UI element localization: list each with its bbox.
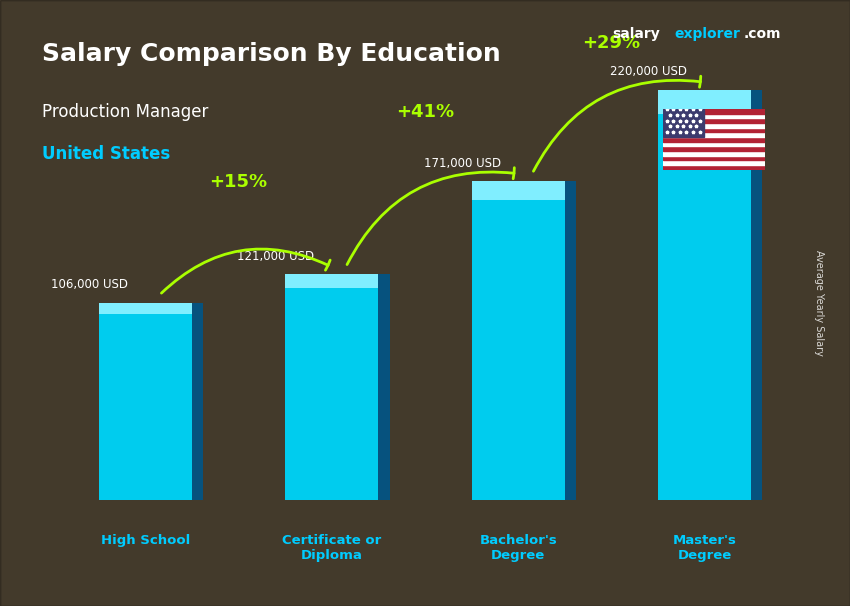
Bar bbox=[658, 90, 751, 501]
Bar bbox=[663, 114, 765, 118]
Text: 220,000 USD: 220,000 USD bbox=[610, 65, 687, 78]
Bar bbox=[663, 128, 765, 132]
Text: Master's
Degree: Master's Degree bbox=[672, 534, 736, 562]
Bar bbox=[663, 161, 765, 165]
Bar bbox=[472, 181, 564, 501]
Text: +29%: +29% bbox=[582, 34, 640, 52]
Text: explorer: explorer bbox=[674, 27, 740, 41]
Bar bbox=[192, 302, 203, 501]
Text: Average Yearly Salary: Average Yearly Salary bbox=[814, 250, 824, 356]
Bar bbox=[663, 156, 765, 161]
Bar bbox=[663, 132, 765, 137]
Bar bbox=[99, 302, 192, 315]
Bar bbox=[286, 275, 378, 288]
Text: 121,000 USD: 121,000 USD bbox=[237, 250, 314, 263]
Bar bbox=[663, 118, 765, 123]
Text: .com: .com bbox=[744, 27, 781, 41]
Bar bbox=[378, 275, 389, 501]
Text: +41%: +41% bbox=[396, 102, 454, 121]
Bar bbox=[663, 109, 765, 114]
Bar bbox=[472, 181, 564, 201]
Text: Salary Comparison By Education: Salary Comparison By Education bbox=[42, 42, 501, 67]
Text: 171,000 USD: 171,000 USD bbox=[423, 157, 501, 170]
Bar bbox=[663, 123, 765, 128]
Bar bbox=[99, 302, 192, 501]
Bar bbox=[663, 137, 765, 142]
Bar bbox=[564, 181, 576, 501]
Text: Certificate or
Diploma: Certificate or Diploma bbox=[282, 534, 382, 562]
Text: 106,000 USD: 106,000 USD bbox=[51, 278, 128, 291]
Bar bbox=[663, 165, 765, 170]
Bar bbox=[751, 90, 762, 501]
Text: High School: High School bbox=[101, 534, 190, 547]
Bar bbox=[658, 90, 751, 115]
Bar bbox=[663, 142, 765, 147]
Text: Bachelor's
Degree: Bachelor's Degree bbox=[479, 534, 557, 562]
Text: United States: United States bbox=[42, 145, 171, 164]
Bar bbox=[663, 147, 765, 151]
Bar bbox=[286, 275, 378, 501]
Bar bbox=[663, 151, 765, 156]
Text: +15%: +15% bbox=[210, 173, 268, 191]
Text: salary: salary bbox=[612, 27, 660, 41]
Text: Production Manager: Production Manager bbox=[42, 103, 209, 121]
